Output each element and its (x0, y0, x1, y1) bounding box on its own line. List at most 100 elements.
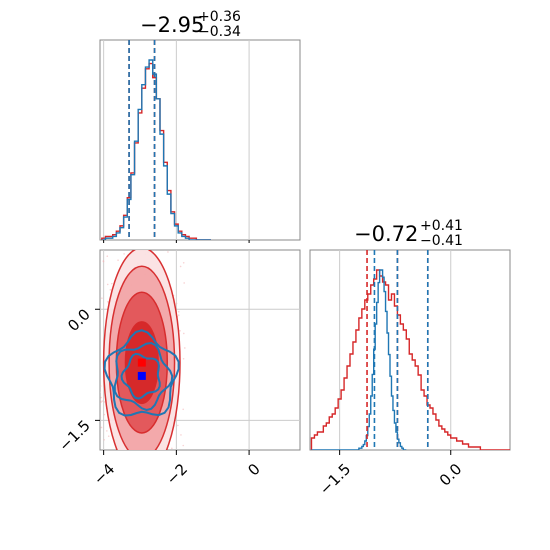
title-param0: −2.95 (140, 13, 204, 37)
sample-point (177, 310, 180, 313)
scatter-contours (96, 242, 186, 497)
sample-point (101, 400, 103, 402)
sample-point (98, 454, 100, 456)
title-param1-plus: +0.41 (420, 218, 463, 234)
sample-point (129, 250, 132, 251)
sample-point (150, 457, 152, 459)
sample-point (103, 248, 105, 250)
sample-point (123, 242, 125, 244)
sample-point (137, 471, 139, 473)
sample-point (111, 494, 113, 496)
sample-point (152, 469, 154, 471)
sample-point (167, 459, 169, 461)
sample-point (112, 482, 114, 484)
sample-point (97, 285, 99, 287)
sample-point (182, 332, 185, 335)
contour-blue (113, 341, 174, 412)
y-tick-label-param1: −1.5 (55, 416, 93, 454)
sample-point (125, 453, 127, 455)
sample-point (145, 481, 147, 483)
x-tick-label-param0: −4 (90, 460, 118, 488)
sample-point (183, 282, 185, 284)
sample-point (126, 488, 128, 490)
contour-blue (103, 329, 180, 417)
title-param0-value: −2.95 (140, 13, 204, 37)
sample-point (106, 430, 108, 432)
title-param1-value: −0.72 (354, 222, 418, 246)
sample-point (96, 375, 98, 377)
sample-point (124, 489, 126, 491)
sample-point (132, 466, 134, 468)
sample-point (123, 253, 125, 255)
sample-point (97, 413, 99, 415)
title-param0-plus: +0.36 (198, 9, 241, 25)
sample-point (140, 470, 142, 472)
sample-point (177, 314, 180, 316)
sample-point (103, 438, 105, 441)
sample-point (103, 457, 105, 459)
sample-point (96, 399, 98, 401)
sample-point (100, 426, 103, 429)
sample-point (106, 283, 109, 286)
sample-point (111, 485, 113, 487)
x-tick-label-param0: 0 (244, 460, 263, 479)
sample-point (144, 244, 146, 246)
sample-point (103, 490, 105, 492)
sample-point (180, 434, 182, 436)
sample-point (152, 472, 154, 474)
hist-param0-series (101, 40, 211, 240)
sample-point (96, 293, 98, 295)
sample-point (155, 454, 157, 456)
sample-point (182, 444, 185, 447)
hist-step-line (101, 59, 211, 240)
x-tick-label-param0: −2 (163, 460, 191, 488)
hist-panel-param1 (309, 249, 511, 451)
sample-point (146, 489, 148, 491)
sample-point (137, 494, 139, 496)
sample-point (182, 357, 185, 360)
sample-point (101, 297, 103, 299)
marker-blue (137, 371, 146, 380)
sample-point (100, 391, 101, 393)
sample-point (109, 289, 112, 291)
sample-point (179, 265, 182, 268)
sample-point (179, 329, 181, 332)
sample-point (131, 487, 133, 489)
sample-point (155, 475, 157, 477)
sample-point (136, 472, 138, 474)
sample-point (100, 396, 102, 399)
sample-point (100, 385, 102, 387)
hist-panel-param0 (99, 39, 301, 241)
title-param1-minus: −0.41 (420, 233, 463, 249)
sample-point (157, 453, 159, 455)
sample-point (126, 247, 128, 249)
y-tick-label-param1: 0.0 (64, 305, 94, 335)
sample-point (107, 300, 109, 303)
contour-blue (120, 352, 161, 400)
sample-point (152, 478, 154, 480)
sample-point (111, 282, 113, 285)
sample-point (97, 430, 99, 432)
sample-point (136, 475, 138, 477)
sample-point (130, 243, 132, 245)
sample-point (103, 457, 105, 459)
sample-point (117, 259, 119, 261)
title-param1: −0.72 (354, 222, 418, 246)
sample-point (106, 255, 109, 257)
sample-point (103, 401, 106, 403)
x-tick-label-param1: 0.0 (436, 460, 466, 490)
sample-point (96, 365, 98, 367)
hist-step-line (311, 269, 407, 450)
title-param0-minus: −0.34 (198, 24, 241, 40)
sample-point (171, 447, 173, 450)
sample-point (111, 495, 113, 497)
sample-point (182, 408, 184, 411)
hist-step-line (310, 269, 510, 450)
sample-point (107, 435, 110, 438)
sample-point (100, 401, 102, 403)
sample-point (138, 453, 140, 455)
sample-point (175, 302, 178, 305)
sample-point (103, 413, 106, 416)
sample-point (177, 424, 179, 427)
